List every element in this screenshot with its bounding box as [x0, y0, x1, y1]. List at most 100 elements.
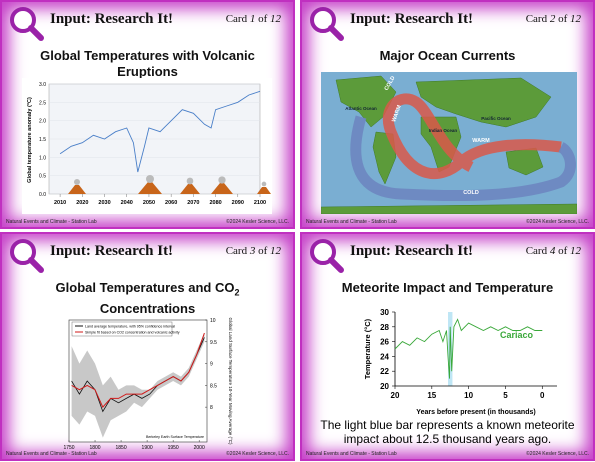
card-word: Card: [525, 13, 548, 25]
y-tick-label: 9.5: [210, 340, 217, 346]
footer-left: Natural Events and Climate - Station Lab: [306, 451, 397, 457]
footer-right: ©2024 Kesler Science, LLC.: [226, 219, 289, 225]
y-tick-label: 8: [210, 405, 213, 411]
icon-lens: [310, 239, 336, 265]
x-tick-label: 1800: [89, 445, 100, 451]
volcano-icon: [68, 185, 86, 194]
card: Input: Research It! Card 3 of 12 Global Te…: [0, 232, 295, 461]
title-text: Global Temperatures and CO: [55, 280, 235, 295]
card-footer: Natural Events and Climate - Station Lab…: [6, 451, 289, 457]
card-index: 2: [549, 13, 556, 25]
of-word: of: [558, 13, 568, 25]
y-tick-label: 1.0: [39, 155, 46, 161]
volcano-icon: [211, 183, 233, 194]
y-axis-label: Global temperature anomaly (°C): [27, 97, 33, 183]
warm-current: [382, 93, 562, 180]
y-axis-label: Temperature (°C): [363, 318, 372, 379]
x-tick-label: 2040: [121, 200, 133, 206]
chart: 8 8.5 9 9.5 10 1750 1800 1850 1900 1950 2000 Global…: [63, 317, 233, 451]
x-tick-label: 15: [427, 391, 436, 400]
title-end: Concentrations: [99, 300, 196, 316]
card-footer: Natural Events and Climate - Station Lab…: [306, 451, 589, 457]
title-text: Major Ocean Currents: [379, 48, 516, 63]
y-tick-label: 2.5: [39, 100, 46, 106]
magnifier-icon: [10, 239, 44, 273]
y-tick-label: 20: [380, 382, 389, 391]
x-tick-label: 0: [540, 391, 545, 400]
card-number: Card 4 of 12: [526, 245, 581, 257]
card-total: 12: [570, 13, 581, 25]
card-total: 12: [270, 245, 281, 257]
card-index: 1: [249, 13, 256, 25]
antarctica: [321, 203, 577, 214]
legend-label: Simple fit based on CO2 concentration an…: [85, 331, 180, 335]
of-word: of: [258, 245, 268, 257]
y-tick-label: 3.0: [39, 82, 46, 88]
card-number: Card 1 of 12: [226, 13, 281, 25]
x-tick-label: 2090: [232, 200, 244, 206]
ash-cloud: [74, 179, 80, 185]
footer-right: ©2024 Kesler Science, LLC.: [526, 451, 589, 457]
y-tick-label: 0.5: [39, 174, 46, 180]
card-number: Card 2 of 12: [526, 13, 581, 25]
ash-cloud: [146, 175, 154, 183]
x-tick-label: 1750: [63, 445, 74, 451]
axes: [394, 312, 557, 387]
x-tick-label: 5: [503, 391, 508, 400]
x-tick-label: 2100: [254, 200, 266, 206]
title-text: Global Temperatures with Volcanic Erupti…: [40, 48, 255, 79]
y-tick-label: 9: [210, 362, 213, 368]
x-tick-label: 2020: [76, 200, 88, 206]
card-word: Card: [225, 245, 248, 257]
chart: 0.0 0.5 1.0 1.5 2.0 2.5 3.0 2010 2020 2030 2040 205…: [22, 78, 272, 214]
north-america: [335, 75, 397, 128]
y-tick-label: 2.0: [39, 119, 46, 125]
source-note: Berkeley Earth Surface Temperature: [146, 435, 204, 439]
x-tick-label: 20: [391, 391, 400, 400]
y-axis-label: Global Land Surface Temperature 10-Year …: [228, 317, 233, 445]
temperature-line: [59, 90, 261, 173]
card-footer: Natural Events and Climate - Station Lab…: [306, 219, 589, 225]
y-tick-label: 0.0: [39, 192, 46, 198]
card-title: Global Temperatures with Volcanic Erupti…: [12, 48, 283, 80]
card-header: Input: Research It!: [50, 243, 174, 259]
magnifier-icon: [310, 239, 344, 273]
legend-box: [71, 321, 173, 337]
card-header: Input: Research It!: [50, 11, 174, 27]
card: Input: Research It! Card 4 of 12 Meteorite…: [300, 232, 595, 461]
footer-left: Natural Events and Climate - Station Lab: [6, 451, 97, 457]
icon-lens: [10, 239, 36, 265]
volcano-icon: [138, 182, 162, 194]
card: Input: Research It! Card 1 of 12 Global Te…: [0, 0, 295, 229]
title-text: Meteorite Impact and Temperature: [341, 280, 554, 295]
magnifier-icon: [310, 7, 344, 41]
x-tick-label: 2010: [54, 200, 66, 206]
card-header: Input: Research It!: [350, 11, 474, 27]
card-word: Card: [525, 245, 548, 257]
icon-handle: [328, 257, 344, 273]
card-index: 3: [249, 245, 256, 257]
legend-label: Land average temperature, with 95% confi…: [85, 325, 175, 329]
y-tick-label: 30: [380, 308, 389, 317]
eurasia: [415, 77, 552, 128]
volcano-icon: [257, 187, 271, 194]
footer-left: Natural Events and Climate - Station Lab: [6, 219, 97, 225]
x-tick-label: 2080: [209, 200, 221, 206]
map-label: WARM: [472, 138, 490, 144]
x-tick-label: 2000: [194, 445, 205, 451]
x-axis-label: Years before present (in thousands): [416, 409, 535, 416]
footer-left: Natural Events and Climate - Station Lab: [306, 219, 397, 225]
x-tick-label: 1900: [142, 445, 153, 451]
card-word: Card: [225, 13, 248, 25]
x-tick-label: 1950: [168, 445, 179, 451]
map-label: Atlantic Ocean: [345, 106, 377, 111]
y-tick-label: 26: [380, 338, 389, 347]
x-tick-label: 2070: [187, 200, 199, 206]
footer-right: ©2024 Kesler Science, LLC.: [526, 219, 589, 225]
icon-lens: [310, 7, 336, 33]
icon-handle: [328, 25, 344, 41]
card-number: Card 3 of 12: [226, 245, 281, 257]
x-tick-label: 2060: [165, 200, 177, 206]
ash-cloud: [218, 176, 226, 184]
